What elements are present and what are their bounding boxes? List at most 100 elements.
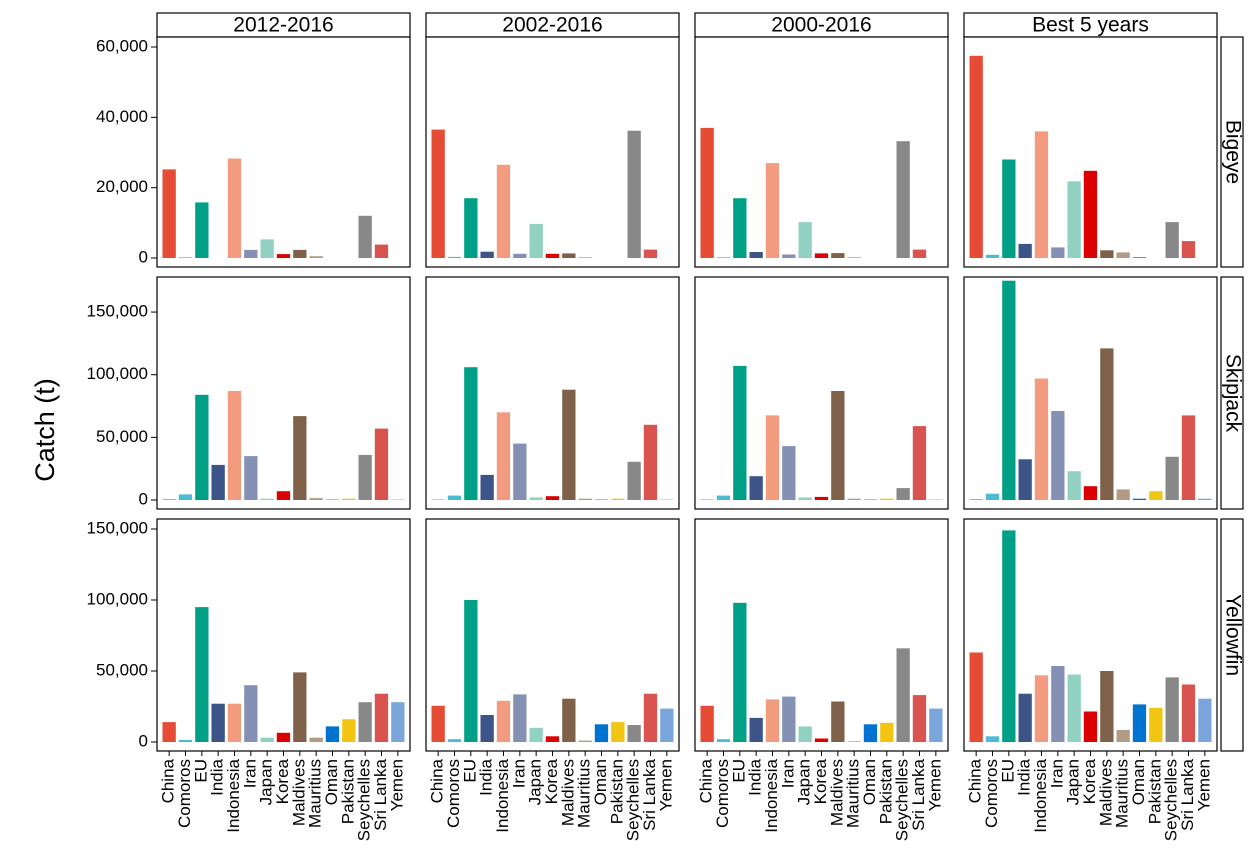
bar-sri-lanka (912, 695, 927, 742)
panel-frame (156, 518, 411, 752)
y-tick-label: 0 (139, 247, 148, 266)
bar-sri-lanka (643, 693, 658, 742)
bar-japan (260, 239, 274, 258)
period-strip (694, 12, 949, 38)
bar-india (211, 703, 225, 742)
bar-indonesia (496, 700, 511, 742)
bar-korea (276, 254, 291, 258)
panel-frame (425, 276, 680, 510)
x-tick-label: Pakistan (1145, 759, 1164, 824)
x-tick-label: Indonesia (762, 758, 781, 832)
bar-iran (513, 443, 527, 500)
y-tick-label: 100,000 (87, 364, 148, 383)
bar-seychelles (358, 215, 372, 258)
x-tick-label: Iran (1047, 759, 1066, 788)
bar-comoros (447, 739, 462, 742)
x-tick-label: India (1015, 758, 1034, 795)
x-tick-label: Maldives (827, 759, 846, 826)
bar-sri-lanka (1181, 684, 1196, 742)
bar-maldives (293, 672, 307, 742)
bar-comoros (716, 739, 731, 742)
bar-mauritius (1116, 489, 1130, 500)
bar-china (969, 55, 983, 258)
x-tick-label: India (208, 758, 227, 795)
bar-maldives (831, 391, 845, 500)
bar-japan (529, 727, 543, 742)
x-tick-label: EU (191, 759, 210, 783)
bar-mauritius (1116, 252, 1130, 258)
x-tick-label: Iran (240, 759, 259, 788)
x-tick-label: Comoros (713, 759, 732, 828)
bar-pakistan (1149, 707, 1163, 742)
y-tick-label: 40,000 (96, 107, 148, 126)
bar-japan (798, 497, 812, 500)
bar-iran (782, 254, 796, 258)
bar-india (211, 464, 225, 500)
bar-india (480, 474, 494, 500)
y-tick-label: 0 (139, 731, 148, 750)
bar-pakistan (1149, 491, 1163, 500)
bar-pakistan (611, 498, 625, 500)
bar-maldives (562, 698, 576, 742)
bar-india (480, 251, 494, 258)
x-tick-label: Mauritius (575, 759, 594, 828)
bar-korea (545, 496, 560, 500)
panel-grid: 2012-2016 2002-2016 2000-2016 Best 5 years 0… (87, 12, 1244, 841)
x-tick-label: India (746, 758, 765, 795)
bar-japan (529, 223, 543, 258)
bar-iran (513, 694, 527, 742)
bar-eu (1002, 159, 1016, 258)
bar-seychelles (1165, 222, 1179, 258)
bar-japan (1067, 674, 1081, 742)
bar-mauritius (578, 257, 592, 258)
bar-india (749, 252, 763, 258)
x-tick-label: Comoros (982, 759, 1001, 828)
bar-yemen (391, 702, 405, 742)
x-tick-label: Maldives (289, 759, 308, 826)
bar-yemen (1198, 698, 1212, 742)
bar-yemen (660, 708, 674, 742)
x-tick-label: Pakistan (338, 759, 357, 824)
bar-mauritius (309, 498, 323, 500)
bar-korea (545, 736, 560, 742)
bar-indonesia (1034, 378, 1049, 500)
y-tick-label: 50,000 (96, 660, 148, 679)
x-tick-label: China (966, 758, 985, 803)
species-strip (1220, 518, 1244, 752)
period-strip-label: 2012-2016 (233, 14, 333, 37)
species-strip-label: Skipjack (1221, 354, 1244, 433)
x-tick-label: Indonesia (493, 758, 512, 832)
bar-eu (733, 602, 747, 742)
bar-china (700, 705, 714, 742)
bar-korea (545, 253, 560, 258)
bar-japan (1067, 471, 1081, 500)
period-strip-label: Best 5 years (1032, 14, 1149, 37)
bar-sri-lanka (374, 244, 389, 258)
bar-indonesia (765, 415, 780, 500)
y-tick-label: 20,000 (96, 177, 148, 196)
x-tick-label: Sri Lanka (1178, 758, 1197, 830)
bar-india (749, 476, 763, 500)
bar-mauritius (847, 498, 861, 500)
x-tick-label: Seychelles (1162, 759, 1181, 841)
bar-china (431, 129, 445, 258)
bar-oman (1132, 704, 1147, 742)
x-tick-label: Mauritius (306, 759, 325, 828)
bar-indonesia (765, 163, 780, 258)
bar-maldives (831, 701, 845, 742)
x-tick-label: Maldives (558, 759, 577, 826)
bar-maldives (293, 249, 307, 258)
x-tick-label: Japan (526, 759, 545, 805)
bar-china (162, 499, 176, 500)
x-tick-label: EU (998, 759, 1017, 783)
x-tick-label: Iran (509, 759, 528, 788)
bar-seychelles (896, 488, 910, 500)
bar-japan (798, 222, 812, 258)
bar-pakistan (342, 498, 356, 500)
period-strip-label: 2002-2016 (502, 14, 602, 37)
bar-korea (276, 491, 291, 500)
x-tick-label: Sri Lanka (909, 758, 928, 830)
x-tick-label: Oman (322, 759, 341, 805)
x-tick-label: Maldives (1096, 759, 1115, 826)
bar-maldives (562, 253, 576, 258)
